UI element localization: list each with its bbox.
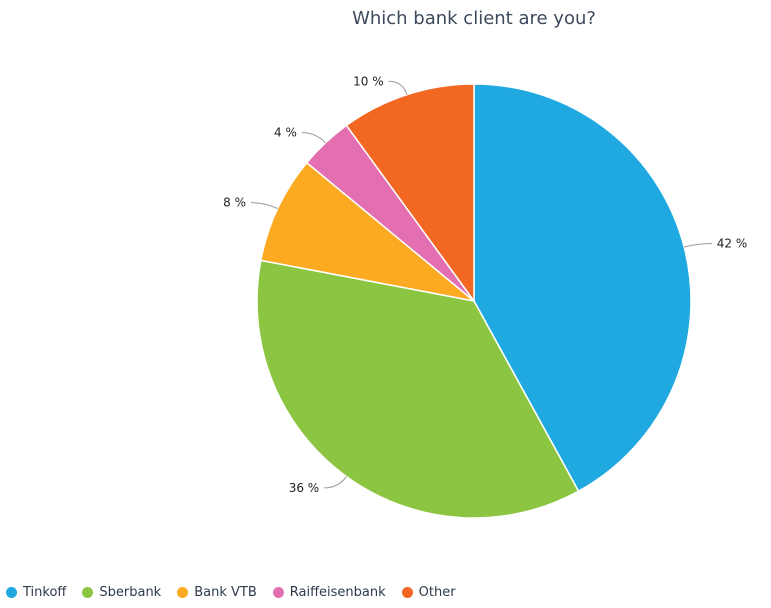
data-label-bank-vtb: 8 % [223, 196, 246, 210]
legend-item-bank-vtb[interactable]: Bank VTB [177, 585, 257, 600]
connector-tinkoff [684, 243, 712, 248]
connector-other [388, 80, 408, 95]
legend-swatch-bank-vtb [177, 587, 189, 598]
legend-swatch-sberbank [82, 587, 94, 598]
connector-sberbank [324, 476, 347, 489]
legend-swatch-other [401, 587, 413, 598]
pie-slice-bank-vtb[interactable] [259, 161, 475, 302]
legend-label-raiffeisenbank: Raiffeisenbank [289, 585, 386, 600]
connector-raiffeisenbank [301, 132, 326, 144]
chart-title: Which bank client are you? [352, 8, 596, 29]
legend-item-other[interactable]: Other [401, 585, 456, 600]
legend-item-tinkoff[interactable]: Tinkoff [6, 585, 66, 600]
legend-label-bank-vtb: Bank VTB [194, 585, 257, 600]
data-label-sberbank: 36 % [289, 481, 320, 495]
legend-label-other: Other [418, 585, 456, 600]
legend-item-sberbank[interactable]: Sberbank [82, 585, 161, 600]
data-label-other: 10 % [353, 74, 384, 88]
legend-swatch-raiffeisenbank [272, 587, 284, 598]
legend-label-tinkoff: Tinkoff [23, 585, 67, 600]
legend: Tinkoff Sberbank Bank VTB Raiffeisenbank… [6, 585, 472, 600]
data-label-tinkoff: 42 % [717, 237, 748, 251]
data-label-raiffeisenbank: 4 % [274, 126, 297, 140]
legend-swatch-tinkoff [6, 587, 17, 598]
legend-item-raiffeisenbank[interactable]: Raiffeisenbank [272, 585, 386, 600]
legend-label-sberbank: Sberbank [99, 585, 162, 600]
connector-bank-vtb [250, 202, 278, 210]
pie-slice-tinkoff[interactable] [473, 83, 692, 493]
